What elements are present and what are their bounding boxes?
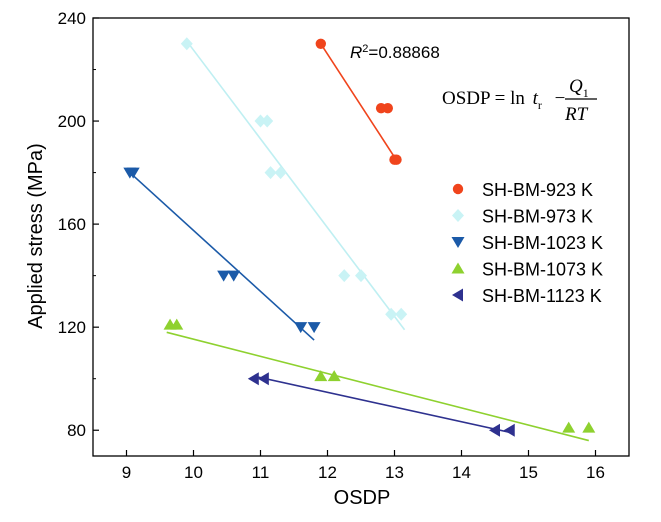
data-point-sh-bm-1123-k [503, 423, 515, 437]
equation-t: t [533, 88, 539, 109]
data-point-sh-bm-1123-k [489, 423, 500, 437]
r2-symbol: R [350, 43, 362, 62]
equation-q: Q [569, 76, 583, 97]
legend-marker-sh-bm-1073-k [451, 262, 465, 274]
fit-line-sh-bm-1023-k [129, 171, 315, 341]
legend-label-sh-bm-1123-k: SH-BM-1123 K [482, 286, 602, 306]
equation-q-sub: 1 [583, 86, 589, 100]
r-squared-annotation: R2=0.88868 [350, 43, 440, 62]
data-point-sh-bm-923-k [315, 38, 326, 49]
legend: SH-BM-923 K SH-BM-973 K SH-BM-1023 K SH-BM-… [451, 180, 603, 306]
x-tick-label: 14 [452, 463, 471, 482]
y-axis-label: Applied stress (MPa) [25, 143, 47, 329]
data-point-sh-bm-1023-k [126, 167, 140, 179]
data-point-sh-bm-973-k [338, 269, 351, 283]
legend-label-sh-bm-973-k: SH-BM-973 K [482, 207, 593, 227]
r2-superscript: 2 [362, 43, 368, 55]
data-point-sh-bm-1123-k [247, 372, 259, 386]
equation-lhs-text: OSDP = ln [442, 88, 525, 109]
legend-label-sh-bm-1023-k: SH-BM-1023 K [482, 233, 603, 253]
x-tick-label: 9 [122, 463, 131, 482]
data-point-sh-bm-1073-k [314, 370, 328, 382]
fit-line-sh-bm-1123-k [253, 375, 512, 434]
data-point-sh-bm-923-k [382, 102, 393, 114]
data-point-sh-bm-1073-k [170, 318, 184, 330]
data-point-sh-bm-973-k [385, 307, 398, 321]
equation-t-sub: r [538, 98, 542, 112]
equation-numerator: Q1 [569, 76, 589, 100]
x-tick-label: 12 [318, 463, 337, 482]
y-axis-ticks: 80 120 160 200 240 [58, 9, 99, 440]
data-point-sh-bm-1023-k [227, 270, 241, 282]
equation-denominator: RT [564, 104, 589, 125]
legend-marker-sh-bm-1123-k [452, 288, 463, 302]
legend-marker-sh-bm-973-k [452, 209, 464, 222]
x-tick-label: 15 [519, 463, 538, 482]
data-point-sh-bm-1023-k [294, 322, 308, 334]
x-axis-ticks: 9 10 11 12 13 14 15 16 [122, 450, 605, 482]
data-point-sh-bm-973-k [254, 114, 267, 128]
plot-border [92, 17, 630, 457]
data-point-sh-bm-973-k [264, 166, 277, 180]
fit-lines [129, 40, 589, 442]
data-point-sh-bm-1073-k [582, 421, 596, 433]
y-tick-label: 200 [58, 112, 86, 131]
fit-line-sh-bm-1073-k [166, 331, 589, 442]
data-point-sh-bm-1123-k [257, 372, 269, 386]
x-tick-label: 10 [184, 463, 203, 482]
y-tick-label: 80 [67, 421, 86, 440]
equation-minus: − [555, 88, 566, 109]
data-point-sh-bm-923-k [391, 154, 402, 165]
y-tick-label: 160 [58, 215, 86, 234]
x-axis-label: OSDP [334, 487, 391, 509]
x-tick-label: 11 [252, 463, 270, 482]
y-tick-label: 120 [58, 318, 86, 337]
x-tick-label: 16 [586, 463, 605, 482]
data-points [123, 37, 596, 437]
legend-label-sh-bm-1073-k: SH-BM-1073 K [482, 260, 603, 280]
data-point-sh-bm-973-k [180, 37, 193, 51]
fit-line-sh-bm-923-k [320, 43, 399, 163]
data-point-sh-bm-1023-k [217, 270, 231, 282]
legend-marker-sh-bm-923-k [452, 183, 464, 195]
data-point-sh-bm-973-k [274, 166, 287, 180]
r2-value: =0.88868 [368, 43, 439, 62]
legend-label-sh-bm-923-k: SH-BM-923 K [482, 180, 593, 200]
plot-frame [92, 17, 630, 457]
legend-marker-sh-bm-1023-k [451, 237, 465, 248]
data-point-sh-bm-973-k [261, 114, 274, 128]
x-tick-label: 13 [385, 463, 404, 482]
equation-lhs: OSDP = ln tr − [442, 88, 565, 114]
data-point-sh-bm-1073-k [327, 370, 341, 382]
y-tick-label: 240 [58, 9, 86, 28]
data-point-sh-bm-1023-k [307, 322, 321, 334]
data-point-sh-bm-973-k [355, 269, 367, 283]
data-point-sh-bm-1073-k [562, 421, 576, 433]
data-point-sh-bm-973-k [395, 307, 408, 321]
osdp-equation: OSDP = ln tr − Q1 RT [442, 76, 597, 125]
fit-line-sh-bm-973-k [186, 40, 406, 331]
